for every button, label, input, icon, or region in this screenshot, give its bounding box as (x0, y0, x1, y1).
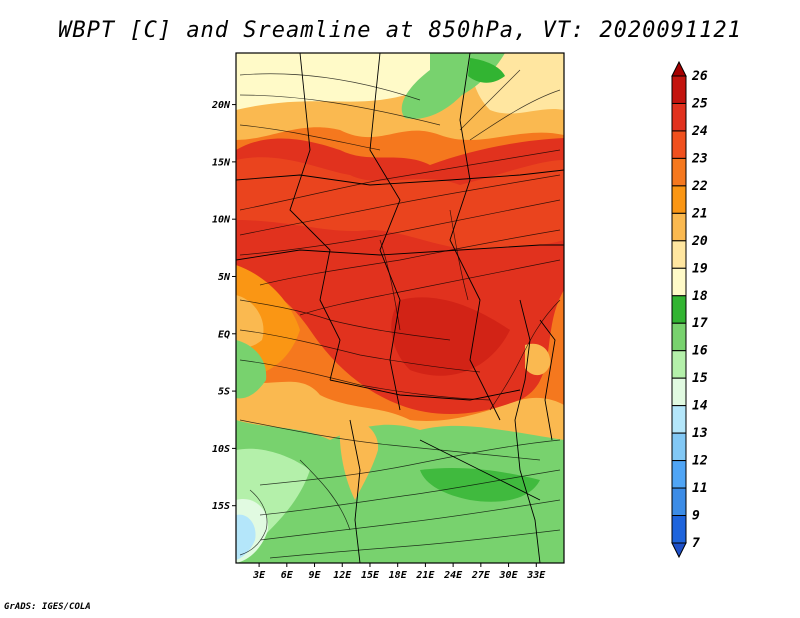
colorbar-swatch (671, 515, 687, 544)
colorbar-label: 14 (692, 399, 708, 414)
map-frame (235, 52, 565, 564)
lat-tick-label: EQ (218, 329, 230, 340)
colorbar-label: 23 (691, 151, 708, 166)
colorbar-label: 20 (691, 234, 708, 249)
colorbar-bottom-arrow (671, 542, 687, 559)
colorbar-label: 15 (692, 371, 708, 386)
colorbar-label: 26 (691, 69, 708, 84)
colorbar-label: 25 (691, 96, 708, 111)
lon-tick-label: 12E (333, 570, 352, 581)
colorbar-swatch (671, 102, 687, 132)
lon-tick-label: 6E (281, 570, 294, 581)
colorbar-swatch (671, 377, 687, 407)
colorbar-swatch (671, 157, 687, 187)
lat-tick-label: 15S (212, 501, 230, 512)
lon-tick-label: 18E (389, 570, 408, 581)
colorbar-label: 18 (692, 289, 708, 304)
lon-tick-label: 33E (526, 570, 546, 581)
colorbar-swatch (671, 295, 687, 324)
colorbar-swatch (671, 487, 687, 517)
lat-tick-label: 5N (218, 272, 231, 283)
lat-tick-label: 10N (212, 215, 231, 226)
lon-tick-label: 24E (443, 570, 463, 581)
colorbar-label: 16 (692, 344, 708, 359)
colorbar-swatch (671, 130, 687, 159)
lat-tick-label: 5S (218, 387, 230, 398)
colorbar-label: 13 (692, 426, 708, 441)
colorbar-top-arrow (671, 60, 687, 77)
lat-tick-label: 20N (211, 100, 231, 111)
colorbar-label: 21 (691, 206, 708, 221)
colorbar-label: 11 (692, 481, 708, 496)
colorbar-swatch (671, 75, 687, 104)
colorbar-swatch (671, 322, 687, 352)
colorbar-swatch (671, 185, 687, 214)
colorbar-label: 17 (692, 316, 708, 331)
chart-title: WBPT [C] and Sreamline at 850hPa, VT: 20… (58, 18, 742, 43)
colorbar-swatch (671, 267, 687, 297)
colorbar-label: 7 (692, 536, 700, 551)
lon-tick-label: 27E (471, 570, 491, 581)
colorbar-swatch (671, 212, 687, 242)
colorbar-swatch (671, 432, 687, 462)
lon-tick-label: 30E (499, 570, 519, 581)
lon-tick-label: 9E (309, 570, 322, 581)
colorbar-label: 12 (692, 454, 708, 469)
lon-tick-label: 21E (415, 570, 435, 581)
lon-tick-label: 15E (361, 570, 380, 581)
lat-tick-label: 10S (212, 444, 230, 455)
colorbar: 26 25 24 23 22 21 20 19 18 17 16 15 14 13 12 11 9 7 (671, 60, 708, 559)
colorbar-swatch (671, 405, 687, 434)
colorbar-label: 9 (692, 509, 700, 524)
latitude-axis: 20N 15N 10N 5N EQ 5S 10S 15S (211, 100, 236, 512)
colorbar-label: 19 (692, 261, 708, 276)
grads-credit: GrADS: IGES/COLA (4, 602, 91, 612)
colorbar-swatch (671, 350, 687, 379)
lon-tick-label: 3E (252, 570, 266, 581)
colorbar-label: 24 (691, 124, 708, 139)
wbpt-field (236, 53, 564, 563)
colorbar-swatch (671, 460, 687, 489)
colorbar-swatch (671, 240, 687, 269)
longitude-axis: 3E 6E 9E 12E 15E 18E 21E 24E 27E 30E 33E (252, 563, 546, 581)
colorbar-label: 22 (691, 179, 708, 194)
lat-tick-label: 15N (212, 157, 231, 168)
